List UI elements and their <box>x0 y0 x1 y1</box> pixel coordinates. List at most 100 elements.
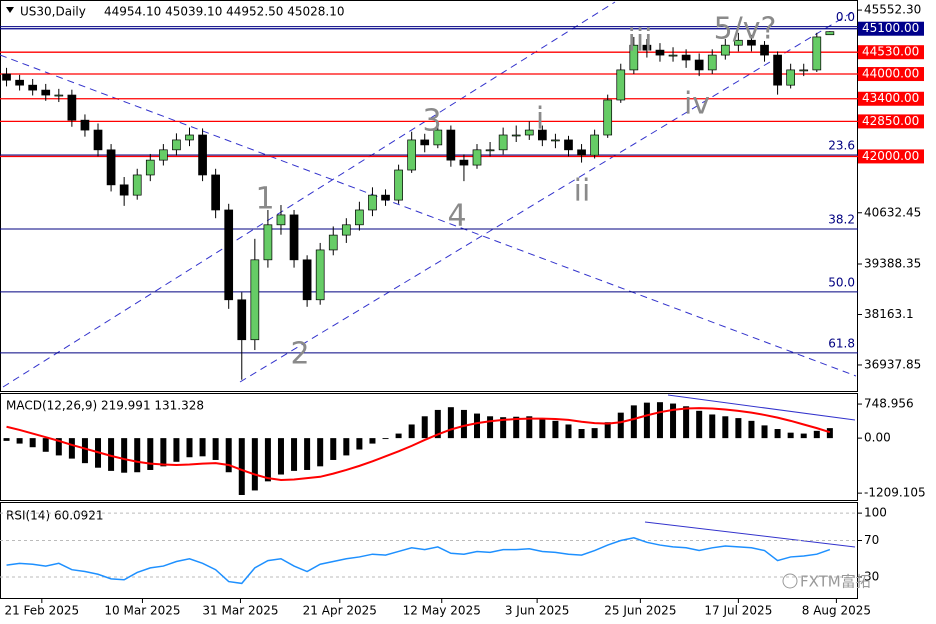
macd-bar <box>800 433 807 439</box>
macd-bar <box>382 438 389 440</box>
candle-body <box>786 69 796 86</box>
wave-label: 3 <box>422 104 441 139</box>
candle-body <box>603 99 613 136</box>
wave-label: ii <box>574 174 591 209</box>
macd-title: MACD(12,26,9) 219.991 131.328 <box>6 399 204 413</box>
fib-label: 61.8 <box>828 336 855 350</box>
macd-bar <box>304 438 311 470</box>
candle-body <box>54 94 64 97</box>
candle-body <box>760 44 769 56</box>
macd-bar <box>578 429 585 439</box>
macd-bar <box>277 438 284 475</box>
candle-body <box>498 134 508 151</box>
macd-bar <box>748 420 755 439</box>
candle-body <box>80 119 90 131</box>
candle-body <box>538 129 547 141</box>
macd-bar <box>604 422 611 439</box>
wave-label: 4 <box>447 199 466 234</box>
macd-bar <box>369 438 376 444</box>
candle-body <box>420 139 430 146</box>
candle-body <box>629 44 639 71</box>
candle-body <box>564 139 573 151</box>
candle-body <box>263 224 273 261</box>
candle-body <box>172 139 181 151</box>
x-tick-label: 8 Aug 2025 <box>802 604 871 618</box>
y-tick-label: 36937.85 <box>864 357 921 371</box>
macd-bar <box>474 413 481 439</box>
candle-body <box>315 249 325 301</box>
macd-bar <box>199 438 206 457</box>
macd-bar <box>813 430 820 439</box>
y-tick-label: 30 <box>864 570 879 584</box>
candle-body <box>511 134 521 137</box>
descending-line <box>0 54 857 377</box>
y-tick-label: -1209.105 <box>864 486 926 500</box>
macd-bar <box>709 414 716 439</box>
candle-body <box>302 259 312 301</box>
watermark-logo <box>782 573 798 589</box>
candle-body <box>668 54 678 57</box>
header-symbol: US30,Daily <box>20 5 86 19</box>
candle-body <box>459 159 469 166</box>
macd-bar <box>317 438 324 467</box>
candle-body <box>707 54 717 71</box>
candle-body <box>747 39 756 46</box>
macd-bar <box>487 416 494 439</box>
main-frame <box>0 0 858 392</box>
candle-body <box>472 149 482 166</box>
wave-label: i <box>536 102 544 137</box>
macd-bar <box>225 438 232 473</box>
channel-upper <box>2 1 616 388</box>
candle-body <box>106 149 116 186</box>
macd-bar <box>774 429 781 439</box>
frames <box>0 0 858 599</box>
candle-body <box>734 39 743 46</box>
y-tick-label: 40632.45 <box>864 205 921 219</box>
y-tick-label: 748.956 <box>864 397 914 411</box>
macd-bar <box>787 432 794 439</box>
macd-bar <box>81 438 88 464</box>
level-box <box>858 91 924 106</box>
candle-body <box>825 31 835 36</box>
macd-bar <box>212 438 219 460</box>
candle-body <box>93 129 103 151</box>
level-label: 44530.00 <box>862 45 919 59</box>
candle-body <box>341 224 351 236</box>
level-box <box>858 114 924 129</box>
macd-bar <box>421 416 428 439</box>
level-label: 43400.00 <box>862 91 919 105</box>
candle-body <box>368 194 377 211</box>
macd-bar <box>291 438 298 471</box>
macd-bar <box>108 438 115 471</box>
wave-label: iii <box>627 24 652 59</box>
trend-lines <box>0 1 857 388</box>
macd-bar <box>591 428 598 439</box>
macd-bar <box>147 438 154 470</box>
macd-bar <box>565 424 572 439</box>
x-tick-label: 10 Mar 2025 <box>104 604 180 618</box>
candle-body <box>211 174 220 211</box>
candle-body <box>433 129 443 146</box>
y-tick-label: 45552.30 <box>864 3 921 17</box>
macd-bar <box>134 438 141 473</box>
candle-body <box>145 159 155 176</box>
macd-bar <box>539 418 546 439</box>
candle-body <box>616 69 626 101</box>
candle-body <box>407 139 417 171</box>
macd-bar <box>251 438 258 491</box>
y-tick-label: 70 <box>864 533 879 547</box>
candle-body <box>224 209 234 301</box>
macd-bar <box>68 438 75 459</box>
macd-bar <box>696 410 703 439</box>
candle-body <box>694 59 704 71</box>
rsi-frame <box>0 502 858 599</box>
wave-label: 5/v? <box>714 12 777 47</box>
x-tick-label: 21 Apr 2025 <box>303 604 377 618</box>
macd-bar <box>238 438 245 495</box>
wave-label: 1 <box>255 182 274 217</box>
candle-body <box>2 73 11 81</box>
x-tick-label: 21 Feb 2025 <box>4 604 79 618</box>
macd-bar <box>330 438 337 460</box>
header-arrow <box>6 7 14 13</box>
